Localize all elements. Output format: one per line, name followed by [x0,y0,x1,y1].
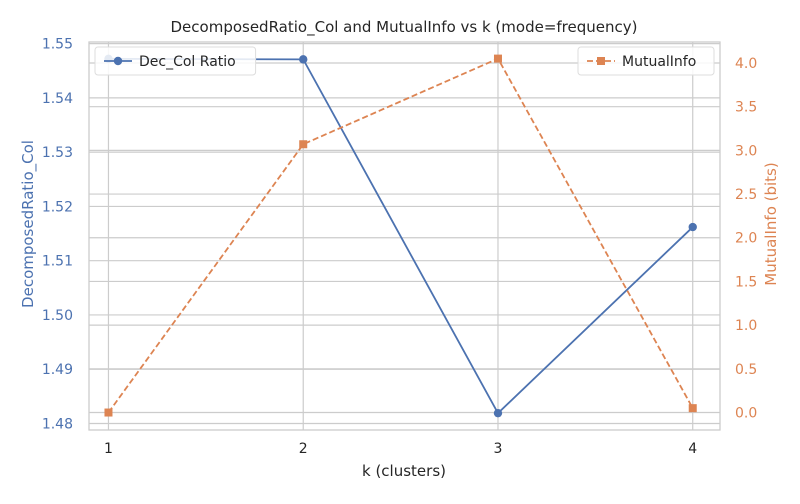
series-line-mutualinfo [107,57,694,414]
data-point-marker [493,408,503,418]
right-tick-label: 4.0 [735,56,757,72]
legend-label: MutualInfo [622,54,696,70]
left-tick-label: 1.55 [42,37,73,53]
left-tick-label: 1.53 [42,145,73,161]
right-tick-label: 1.5 [735,274,757,290]
legend-marker [113,56,123,66]
right-axis-label: MutualInfo (bits) [762,162,780,285]
data-point-marker [299,55,308,64]
legend-box [94,46,257,76]
plot-frame [88,41,721,431]
left-tick-label: 1.51 [42,254,73,270]
right-tick-label: 3.5 [735,100,757,116]
legend-marker [597,57,605,65]
left-tick-label: 1.54 [42,91,73,107]
right-tick-label: 1.0 [735,318,757,334]
data-point-marker [104,408,113,417]
data-point-marker [688,222,697,232]
data-point-marker [299,140,308,149]
data-point-marker [688,404,697,413]
right-tick-label: 2.0 [735,231,757,247]
chart-title: DecomposedRatio_Col and MutualInfo vs k … [171,18,638,37]
legend-box [577,46,715,76]
data-point-marker [493,54,502,63]
left-tick-label: 1.50 [42,308,73,324]
left-tick-label: 1.52 [42,199,73,215]
x-axis-label: k (clusters) [362,462,446,480]
x-tick-label: 4 [688,441,697,457]
legend-label: Dec_Col Ratio [139,54,236,70]
x-tick-label: 3 [494,441,503,457]
left-tick-label: 1.48 [42,416,73,432]
x-tick-label: 1 [104,441,113,457]
left-tick-label: 1.49 [42,362,73,378]
right-tick-label: 0.5 [735,362,757,378]
right-tick-label: 0.0 [735,406,757,422]
left-axis-label: DecomposedRatio_Col [19,140,38,308]
x-tick-label: 2 [299,441,308,457]
right-tick-label: 2.5 [735,187,757,203]
right-tick-label: 3.0 [735,143,757,159]
